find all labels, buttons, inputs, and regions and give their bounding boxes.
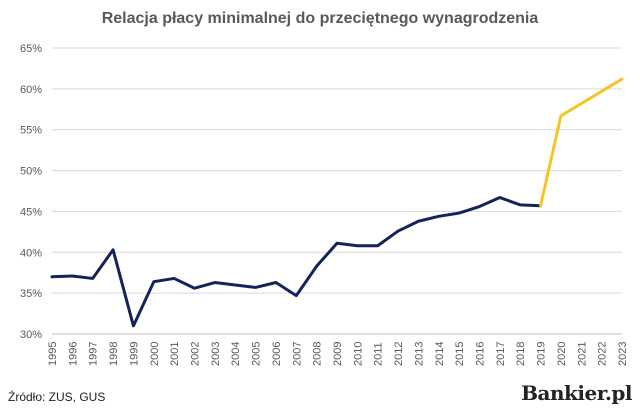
x-tick-label: 2010 xyxy=(352,342,364,366)
x-tick-label: 2015 xyxy=(454,342,466,366)
y-tick-label: 45% xyxy=(20,206,42,218)
x-tick-label: 2020 xyxy=(556,342,568,366)
x-tick-label: 1998 xyxy=(108,342,120,366)
series-line-historical xyxy=(50,196,543,328)
x-tick-label: 2016 xyxy=(475,342,487,366)
x-tick-label: 2003 xyxy=(210,342,222,366)
x-tick-label: 2014 xyxy=(434,342,446,366)
x-tick-label: 2004 xyxy=(230,342,242,366)
x-tick-label: 1999 xyxy=(128,342,140,366)
x-axis-labels: 1995 1996 1997 1998 1999 2000 2001 2002 2003 2004… xyxy=(47,342,629,366)
x-tick-label: 2022 xyxy=(597,342,609,366)
y-tick-label: 60% xyxy=(20,84,42,96)
x-tick-label: 2011 xyxy=(373,342,385,366)
y-tick-label: 30% xyxy=(20,329,42,341)
x-tick-label: 2000 xyxy=(149,342,161,366)
x-tick-label: 1995 xyxy=(47,342,59,366)
x-tick-label: 2017 xyxy=(495,342,507,366)
x-tick-label: 2013 xyxy=(413,342,425,366)
x-tick-label: 2002 xyxy=(190,342,202,366)
x-tick-label: 2021 xyxy=(576,342,588,366)
x-tick-label: 2023 xyxy=(617,342,629,366)
x-tick-label: 2009 xyxy=(332,342,344,366)
y-tick-label: 65% xyxy=(20,43,42,55)
x-tick-label: 2019 xyxy=(536,342,548,366)
y-tick-label: 35% xyxy=(20,288,42,300)
series-line-forecast xyxy=(539,77,624,208)
x-tick-label: 2018 xyxy=(515,342,527,366)
x-tick-label: 2001 xyxy=(169,342,181,366)
y-tick-label: 50% xyxy=(20,166,42,178)
x-tick-label: 2007 xyxy=(291,342,303,366)
brand-logo: Bankier.pl xyxy=(521,381,632,405)
source-note: Źródło: ZUS, GUS xyxy=(8,390,106,404)
gridlines xyxy=(52,47,622,335)
x-tick-label: 2008 xyxy=(312,342,324,366)
x-tick-label: 1997 xyxy=(88,342,100,366)
y-axis-labels: 30% 35% 40% 45% 50% 55% 60% 65% xyxy=(20,43,42,341)
series-lines xyxy=(50,77,624,328)
x-tick-label: 2006 xyxy=(271,342,283,366)
x-tick-label: 2012 xyxy=(393,342,405,366)
x-tick-label: 2005 xyxy=(251,342,263,366)
chart-title: Relacja płacy minimalnej do przeciętnego… xyxy=(101,10,539,27)
y-tick-label: 40% xyxy=(20,247,42,259)
y-tick-label: 55% xyxy=(20,125,42,137)
x-tick-label: 1996 xyxy=(67,342,79,366)
